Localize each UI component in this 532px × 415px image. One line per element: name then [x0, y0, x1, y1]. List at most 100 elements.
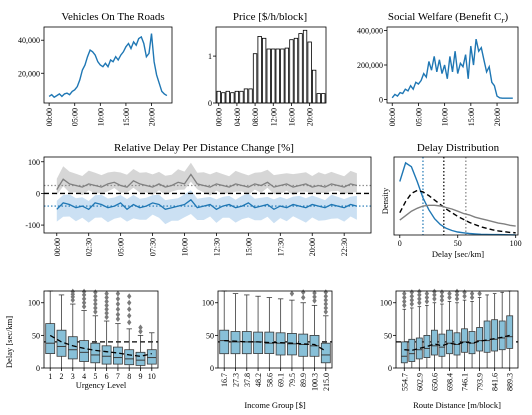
price-bar: [252, 53, 258, 104]
urgency-flier: [70, 288, 75, 295]
route-box: [506, 315, 514, 349]
price-ytick-label: 0: [208, 99, 212, 108]
urgency-flier: [93, 297, 98, 304]
route-flier: [439, 293, 445, 300]
route-flier: [402, 290, 407, 297]
delay-distribution-chart: 0 50 100: [393, 156, 522, 248]
route-flier: [447, 290, 452, 297]
price-bar: [289, 39, 294, 104]
welfare-xtick-label: 05:00: [414, 108, 423, 126]
relative-delay-frame: [43, 156, 372, 234]
urgency-xtick-label: 6: [105, 372, 109, 381]
urgency-xtick-label: 1: [48, 372, 52, 381]
relative-delay-title: Relative Delay Per Distance Change [%]: [114, 142, 294, 154]
urgency-flier: [104, 302, 109, 309]
income-box: [253, 331, 264, 355]
urgency-flier: [81, 295, 87, 302]
route-flier: [409, 301, 415, 308]
price-bar: [293, 37, 299, 104]
income-box: [320, 342, 331, 364]
urgency-flier: [93, 304, 98, 311]
urgency-box: [124, 349, 135, 366]
price-chart: 0 1 00:00 04:00 08:00 12:00 16:00 20:00: [208, 26, 327, 126]
price-xtick-label: 20:00: [306, 108, 315, 126]
price-ytick-label: 1: [208, 52, 212, 61]
route-flier: [409, 293, 415, 300]
route-flier: [447, 294, 452, 301]
price-bar: [298, 33, 303, 104]
relative-delay-ytick-label: 100: [28, 158, 40, 167]
relative-delay-xtick-label: 05:00: [117, 238, 126, 256]
route-flier: [424, 294, 430, 301]
route-flier: [432, 288, 437, 295]
urgency-flier: [115, 311, 121, 318]
delay-distribution-ylabel: Density: [380, 187, 390, 214]
income-flier: [289, 290, 295, 297]
relative-delay-xtick-label: 00:00: [53, 238, 62, 256]
route-ytick-label: 0: [388, 364, 392, 373]
price-bar: [307, 41, 312, 104]
welfare-xtick-label: 15:00: [467, 108, 476, 126]
income-frame: [217, 290, 333, 369]
route-flier: [469, 294, 475, 301]
relative-delay-xtick-label: 02:30: [85, 238, 94, 256]
delay-distribution-xlabel: Delay [sec/km]: [432, 249, 484, 259]
income-xtick-label: 48.2: [254, 373, 263, 387]
route-flier: [469, 290, 475, 297]
income-flier: [323, 308, 328, 315]
price-bar: [248, 88, 253, 104]
price-bar: [271, 48, 276, 104]
urgency-flier: [115, 301, 121, 308]
relative-delay-xtick-label: 07:30: [149, 238, 158, 256]
route-box: [415, 337, 423, 360]
urgency-flier: [115, 290, 121, 297]
delay-distribution-xtick-label: 100: [510, 239, 522, 248]
urgency-xtick-label: 2: [59, 372, 63, 381]
urgency-flier: [70, 297, 75, 304]
welfare-chart: 0 200,000 400,000 00:00 05:00 10:00 15:00 20:00: [357, 26, 519, 126]
price-bar: [316, 93, 321, 104]
income-xtick-label: 37.8: [243, 373, 252, 387]
route-box: [476, 327, 484, 352]
income-flier: [312, 297, 317, 304]
urgency-xtick-label: 10: [148, 372, 156, 381]
price-xtick-label: 12:00: [269, 108, 278, 126]
route-xtick-label: 650.6: [430, 373, 439, 391]
route-flier: [402, 302, 407, 309]
route-box: [423, 334, 431, 358]
relative-delay-xtick-label: 15:00: [244, 238, 253, 256]
route-flier: [454, 288, 460, 295]
urgency-xtick-label: 3: [71, 372, 75, 381]
urgency-flier: [81, 288, 87, 295]
relative-delay-band: [56, 190, 357, 225]
welfare-ytick-label: 200,000: [357, 61, 383, 70]
delay-distribution-xtick-label: 50: [454, 239, 462, 248]
route-xtick-label: 746.1: [461, 373, 470, 391]
relative-delay-xtick-label: 20:00: [308, 238, 317, 256]
income-box: [298, 333, 309, 357]
price-bar: [266, 48, 271, 104]
welfare-xtick-label: 10:00: [441, 108, 450, 126]
route-flier: [417, 291, 422, 298]
urgency-xtick-label: 9: [139, 372, 143, 381]
urgency-flier: [138, 328, 143, 335]
urgency-flier: [127, 299, 132, 306]
urgency-ytick-label: 0: [36, 364, 40, 373]
urgency-flier: [127, 312, 132, 319]
welfare-xtick-label: 00:00: [388, 108, 397, 126]
route-box: [498, 320, 506, 351]
income-xtick-label: 27.3: [231, 373, 240, 387]
welfare-title: Social Welfare (Benefit Cr): [388, 11, 509, 25]
price-bar: [284, 47, 290, 104]
urgency-box: [146, 349, 157, 365]
welfare-title-sub: r: [501, 16, 505, 25]
urgency-flier: [104, 310, 109, 317]
route-xtick-label: 602.9: [415, 373, 424, 391]
urgency-flier: [115, 316, 121, 323]
urgency-frame: [43, 290, 159, 369]
price-bar: [311, 69, 317, 104]
relative-delay-xtick-label: 12:30: [212, 238, 221, 256]
route-flier: [454, 291, 460, 298]
vehicles-ytick-label: 20,000: [18, 69, 40, 78]
income-flier: [301, 294, 306, 301]
